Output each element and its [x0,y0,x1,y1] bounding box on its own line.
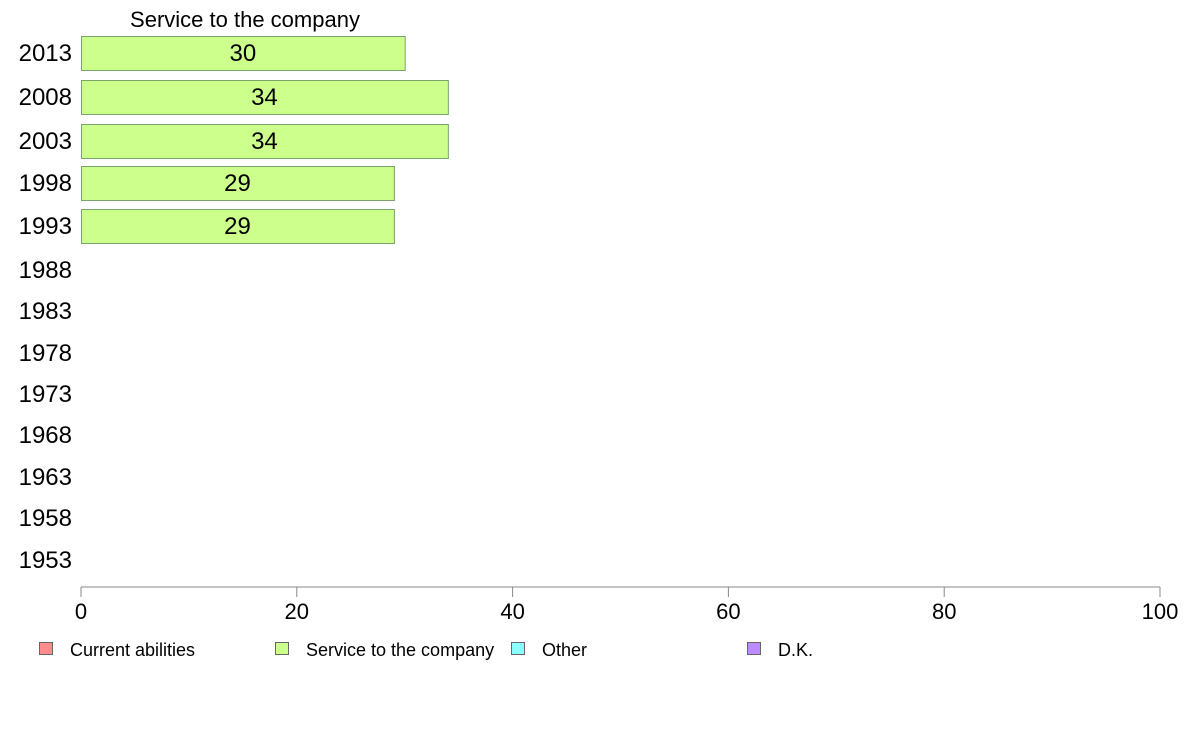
y-label-1998: 1998 [19,170,72,197]
section-title: Service to the company [130,7,360,32]
legend-label-1: Current abilities [70,640,195,660]
x-tick-label-40: 40 [500,599,524,624]
x-tick-label-100: 100 [1142,599,1179,624]
bar-2008 [81,80,449,115]
legend-swatch-1 [39,642,53,655]
y-label-2008: 2008 [19,84,72,111]
x-axis: 0 20 40 60 80 100 [75,586,1179,624]
y-label-1973: 1973 [19,381,72,408]
y-label-1988: 1988 [19,257,72,284]
legend-label-3: Other [542,640,587,660]
bar-2013 [81,36,406,71]
data-label-2003: 34 [251,128,278,155]
bar-2003 [81,124,449,159]
x-tick-label-60: 60 [716,599,740,624]
y-label-1993: 1993 [19,213,72,240]
y-label-1968: 1968 [19,422,72,449]
y-label-1958: 1958 [19,505,72,532]
legend-swatch-4 [747,642,761,655]
y-axis-labels: 2013 2008 2003 1998 1993 1988 1983 1978 1973 1968… [19,40,72,574]
legend-swatch-3 [511,642,525,655]
bar-1998 [81,166,395,201]
x-tick-label-20: 20 [285,599,309,624]
y-label-2003: 2003 [19,128,72,155]
legend-label-2: Service to the company [306,640,494,660]
y-label-2013: 2013 [19,40,72,67]
data-label-2008: 34 [251,84,278,111]
bar-1993 [81,209,395,244]
data-label-1998: 29 [224,170,251,197]
y-label-1978: 1978 [19,340,72,367]
y-label-1953: 1953 [19,547,72,574]
data-label-2013: 30 [229,40,256,67]
legend-swatch-2 [275,642,289,655]
x-tick-label-80: 80 [932,599,956,624]
legend: Current abilities Service to the company O… [39,640,813,660]
x-tick-label-0: 0 [75,599,87,624]
legend-label-4: D.K. [778,640,813,660]
data-label-1993: 29 [224,213,251,240]
y-label-1963: 1963 [19,464,72,491]
y-label-1983: 1983 [19,298,72,325]
